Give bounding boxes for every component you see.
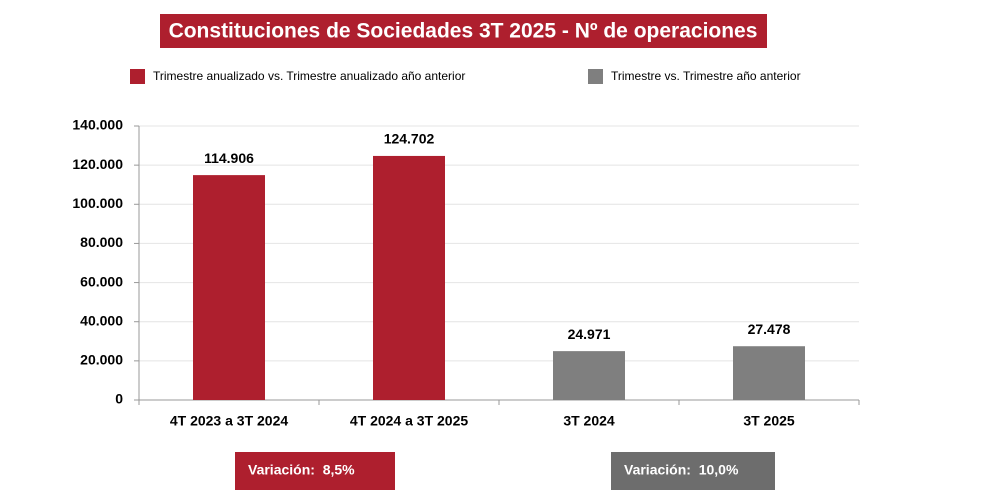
- legend-label: Trimestre anualizado vs. Trimestre anual…: [153, 69, 465, 83]
- legend-swatch: [130, 69, 145, 84]
- title-box: [160, 14, 767, 48]
- bar: [193, 175, 265, 400]
- y-tick-label: 80.000: [80, 234, 123, 250]
- value-label: 27.478: [748, 321, 791, 337]
- x-tick-label: 3T 2024: [563, 413, 615, 429]
- value-label: 114.906: [204, 150, 254, 166]
- annotation-box: [611, 452, 775, 490]
- y-tick-label: 100.000: [72, 195, 123, 211]
- legend-swatch: [588, 69, 603, 84]
- y-tick-label: 40.000: [80, 312, 123, 328]
- value-label: 24.971: [568, 326, 611, 342]
- y-tick-label: 120.000: [72, 156, 123, 172]
- x-tick-label: 4T 2023 a 3T 2024: [170, 413, 289, 429]
- bar: [373, 155, 445, 400]
- x-tick-label: 4T 2024 a 3T 2025: [350, 413, 469, 429]
- x-tick-label: 3T 2025: [743, 413, 795, 429]
- annotation: Variación: 10,0%: [624, 462, 739, 478]
- bar: [553, 351, 625, 400]
- legend-label: Trimestre vs. Trimestre año anterior: [611, 69, 801, 83]
- y-tick-label: 0: [115, 391, 123, 407]
- y-tick-label: 60.000: [80, 273, 123, 289]
- y-tick-label: 20.000: [80, 352, 123, 368]
- annotation: Variación: 8,5%: [248, 462, 355, 478]
- annotation-box: [235, 452, 395, 490]
- y-tick-label: 140.000: [72, 117, 123, 133]
- bar: [733, 346, 805, 400]
- legend: Trimestre anualizado vs. Trimestre anual…: [130, 69, 801, 84]
- value-label: 124.702: [384, 131, 435, 147]
- chart-title: Constituciones de Sociedades 3T 2025 - N…: [169, 20, 758, 43]
